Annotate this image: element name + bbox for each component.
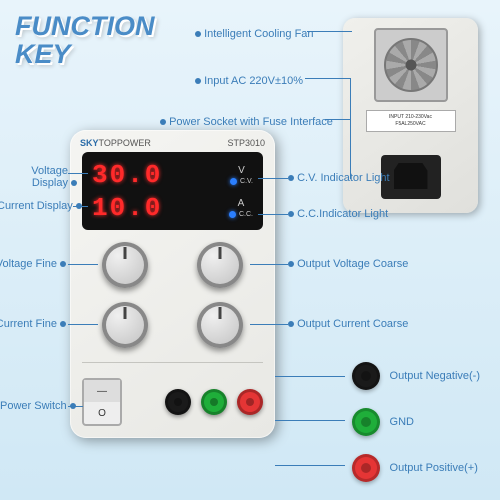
line-legneg <box>275 376 345 377</box>
vline-socket <box>350 119 351 179</box>
line-vfine <box>68 264 98 265</box>
vline-input <box>350 78 351 120</box>
callout-input: Input AC 220V±10% <box>195 75 303 87</box>
line-legpos <box>275 465 345 466</box>
cc-label: C.C. <box>239 211 253 218</box>
terminal-positive[interactable] <box>237 389 263 415</box>
voltage-value: 30.0 <box>92 160 162 190</box>
callout-cc: C.C.Indicator Light <box>288 208 388 220</box>
callout-cfine-text: Output Current Fine <box>0 318 57 330</box>
led-display: 30.0 V C.V. 10.0 A C.C. <box>82 152 263 230</box>
cc-led <box>229 211 236 218</box>
switch-off: O <box>84 402 120 424</box>
line-vdisp <box>68 173 88 174</box>
legend-neg-text: Output Negative(-) <box>390 370 480 382</box>
callout-socket-text: Power Socket with Fuse Interface <box>169 116 333 128</box>
knob-grid <box>90 242 255 348</box>
line-cv <box>258 178 288 179</box>
line-ccoarse <box>250 324 288 325</box>
callout-cdisp: Current Display <box>0 200 82 212</box>
line-vcoarse <box>250 264 288 265</box>
legend-pos-text: Output Positive(+) <box>390 462 478 474</box>
callout-cv: C.V. Indicator Light <box>288 172 390 184</box>
line-leggnd <box>275 420 345 421</box>
callout-vcoarse-text: Output Voltage Coarse <box>297 258 408 270</box>
callout-pswitch-text: Power Switch <box>0 400 67 412</box>
legend-gnd-text: GND <box>390 416 414 428</box>
knob-voltage-fine[interactable] <box>102 242 148 288</box>
callout-cc-text: C.C.Indicator Light <box>297 208 388 220</box>
knob-current-coarse[interactable] <box>197 302 243 348</box>
terminal-legend: Output Negative(-) GND Output Positive(+… <box>352 362 480 482</box>
line-cdisp <box>73 206 88 207</box>
callout-vdisp: Voltage Display <box>0 165 68 189</box>
legend-neg-icon <box>352 362 380 390</box>
cv-led <box>230 178 237 185</box>
terminal-gnd[interactable] <box>201 389 227 415</box>
power-switch[interactable]: — O <box>82 378 122 426</box>
terminal-negative[interactable] <box>165 389 191 415</box>
brand-prefix: SKY <box>80 138 99 148</box>
cv-label: C.V. <box>240 178 253 185</box>
line-socket <box>325 119 350 120</box>
line-cfine <box>68 324 98 325</box>
legend-gnd-icon <box>352 408 380 436</box>
switch-on: — <box>84 380 120 402</box>
terminal-group <box>165 389 263 415</box>
knob-current-fine[interactable] <box>102 302 148 348</box>
callout-vfine: Output Voltage Fine <box>0 258 66 270</box>
title-line1: FUNCTION <box>15 12 154 40</box>
cooling-fan <box>374 28 448 102</box>
rating-line2: F5AL250VAC <box>367 121 455 128</box>
legend-neg: Output Negative(-) <box>352 362 480 390</box>
line-input <box>305 78 350 79</box>
current-row: 10.0 A C.C. <box>92 193 253 223</box>
title-line2: KEY <box>15 40 154 68</box>
callout-input-text: Input AC 220V±10% <box>204 75 303 87</box>
current-value: 10.0 <box>92 193 162 223</box>
callout-vfine-text: Output Voltage Fine <box>0 258 57 270</box>
callout-cv-text: C.V. Indicator Light <box>297 172 390 184</box>
brand: SKYTOPPOWER <box>80 138 151 148</box>
title: FUNCTION KEY <box>15 12 154 69</box>
rating-label: INPUT 210-230Vac F5AL250VAC <box>366 110 456 132</box>
callout-cfine: Output Current Fine <box>0 318 66 330</box>
callout-pswitch: Power Switch <box>0 400 76 412</box>
callout-ccoarse-text: Output Current Coarse <box>297 318 408 330</box>
callout-cdisp-text: Current Display <box>0 200 73 212</box>
callout-fan-text: Intelligent Cooling Fan <box>204 28 313 40</box>
legend-gnd: GND <box>352 408 480 436</box>
callout-vdisp-text: Voltage Display <box>0 165 68 189</box>
legend-pos: Output Positive(+) <box>352 454 480 482</box>
line-cc <box>258 214 288 215</box>
model-number: STP3010 <box>227 138 265 148</box>
line-pswitch <box>68 406 83 407</box>
legend-pos-icon <box>352 454 380 482</box>
callout-socket: Power Socket with Fuse Interface <box>160 116 333 128</box>
amp-unit: A <box>232 198 250 209</box>
knob-voltage-coarse[interactable] <box>197 242 243 288</box>
callout-fan: Intelligent Cooling Fan <box>195 28 314 40</box>
brand-suffix: TOPPOWER <box>99 138 151 148</box>
device-front: SKYTOPPOWER STP3010 30.0 V C.V. 10.0 A C… <box>70 130 275 438</box>
bottom-row: — O <box>82 378 263 426</box>
callout-ccoarse: Output Current Coarse <box>288 318 408 330</box>
volt-unit: V <box>233 165 251 176</box>
callout-vcoarse: Output Voltage Coarse <box>288 258 408 270</box>
voltage-row: 30.0 V C.V. <box>92 160 253 190</box>
line-fan <box>307 31 352 32</box>
divider <box>82 362 263 363</box>
